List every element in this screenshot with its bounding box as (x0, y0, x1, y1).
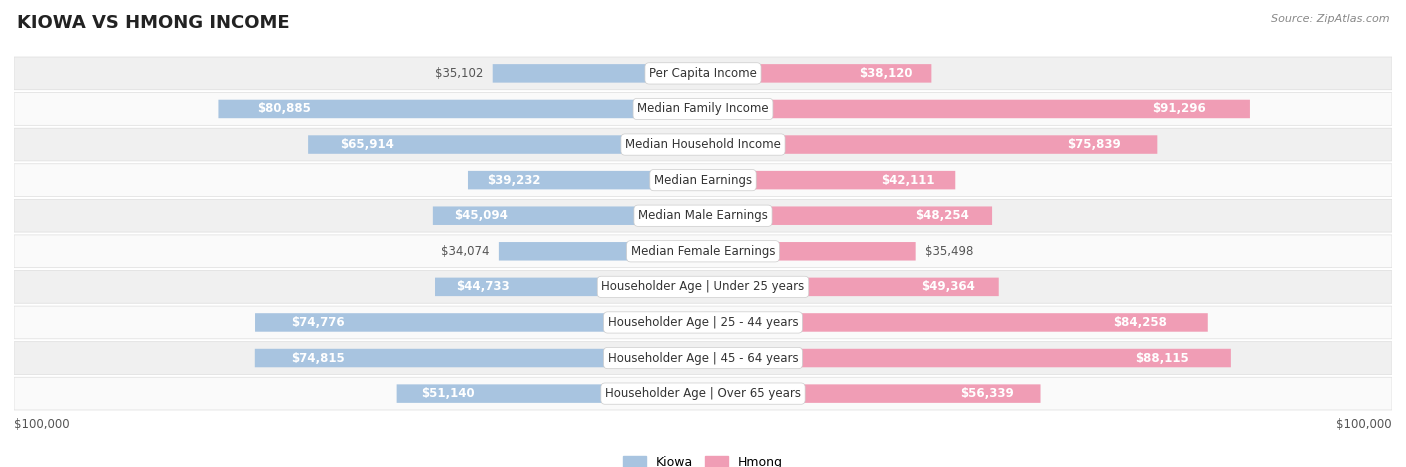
Text: $75,839: $75,839 (1067, 138, 1121, 151)
Text: Householder Age | Under 25 years: Householder Age | Under 25 years (602, 280, 804, 293)
FancyBboxPatch shape (396, 384, 703, 403)
FancyBboxPatch shape (254, 313, 703, 332)
FancyBboxPatch shape (499, 242, 703, 261)
FancyBboxPatch shape (14, 164, 1392, 197)
FancyBboxPatch shape (218, 100, 703, 118)
Text: $51,140: $51,140 (422, 387, 475, 400)
Legend: Kiowa, Hmong: Kiowa, Hmong (619, 451, 787, 467)
Text: Per Capita Income: Per Capita Income (650, 67, 756, 80)
FancyBboxPatch shape (703, 100, 1250, 118)
FancyBboxPatch shape (703, 64, 931, 83)
Text: $80,885: $80,885 (257, 102, 311, 115)
Text: $74,776: $74,776 (291, 316, 344, 329)
FancyBboxPatch shape (14, 128, 1392, 161)
Text: $39,232: $39,232 (486, 174, 540, 187)
FancyBboxPatch shape (703, 384, 1040, 403)
Text: Householder Age | 45 - 64 years: Householder Age | 45 - 64 years (607, 352, 799, 365)
FancyBboxPatch shape (703, 313, 1208, 332)
Text: $74,815: $74,815 (291, 352, 344, 365)
Text: Median Female Earnings: Median Female Earnings (631, 245, 775, 258)
FancyBboxPatch shape (703, 277, 998, 296)
FancyBboxPatch shape (434, 277, 703, 296)
FancyBboxPatch shape (492, 64, 703, 83)
FancyBboxPatch shape (703, 242, 915, 261)
Text: $34,074: $34,074 (441, 245, 489, 258)
Text: $44,733: $44,733 (457, 280, 510, 293)
FancyBboxPatch shape (703, 135, 1157, 154)
FancyBboxPatch shape (433, 206, 703, 225)
Text: Median Family Income: Median Family Income (637, 102, 769, 115)
FancyBboxPatch shape (14, 235, 1392, 268)
Text: $84,258: $84,258 (1114, 316, 1167, 329)
Text: Median Earnings: Median Earnings (654, 174, 752, 187)
Text: $35,102: $35,102 (436, 67, 484, 80)
FancyBboxPatch shape (308, 135, 703, 154)
FancyBboxPatch shape (703, 349, 1230, 367)
FancyBboxPatch shape (14, 57, 1392, 90)
FancyBboxPatch shape (14, 377, 1392, 410)
Text: $42,111: $42,111 (882, 174, 935, 187)
Text: Median Male Earnings: Median Male Earnings (638, 209, 768, 222)
Text: Median Household Income: Median Household Income (626, 138, 780, 151)
Text: $88,115: $88,115 (1135, 352, 1188, 365)
Text: $65,914: $65,914 (340, 138, 394, 151)
Text: $91,296: $91,296 (1153, 102, 1206, 115)
Text: $35,498: $35,498 (925, 245, 973, 258)
FancyBboxPatch shape (468, 171, 703, 190)
Text: $56,339: $56,339 (960, 387, 1014, 400)
FancyBboxPatch shape (703, 206, 993, 225)
Text: Householder Age | Over 65 years: Householder Age | Over 65 years (605, 387, 801, 400)
Text: $38,120: $38,120 (859, 67, 912, 80)
FancyBboxPatch shape (14, 199, 1392, 232)
Text: Householder Age | 25 - 44 years: Householder Age | 25 - 44 years (607, 316, 799, 329)
Text: $45,094: $45,094 (454, 209, 509, 222)
FancyBboxPatch shape (703, 171, 955, 190)
FancyBboxPatch shape (254, 349, 703, 367)
FancyBboxPatch shape (14, 92, 1392, 125)
FancyBboxPatch shape (14, 306, 1392, 339)
Text: $48,254: $48,254 (915, 209, 969, 222)
Text: $100,000: $100,000 (1336, 418, 1392, 431)
Text: $100,000: $100,000 (14, 418, 70, 431)
Text: Source: ZipAtlas.com: Source: ZipAtlas.com (1271, 14, 1389, 24)
Text: $49,364: $49,364 (921, 280, 976, 293)
FancyBboxPatch shape (14, 342, 1392, 375)
Text: KIOWA VS HMONG INCOME: KIOWA VS HMONG INCOME (17, 14, 290, 32)
FancyBboxPatch shape (14, 270, 1392, 303)
